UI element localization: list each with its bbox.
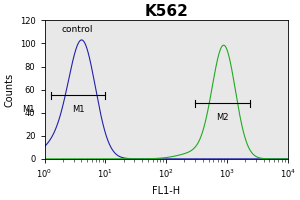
Title: K562: K562 xyxy=(144,4,188,19)
Text: M1: M1 xyxy=(72,105,84,114)
Text: M1: M1 xyxy=(22,105,35,114)
Text: control: control xyxy=(61,25,93,34)
X-axis label: FL1-H: FL1-H xyxy=(152,186,180,196)
Y-axis label: Counts: Counts xyxy=(4,73,14,107)
Text: M2: M2 xyxy=(216,113,229,122)
